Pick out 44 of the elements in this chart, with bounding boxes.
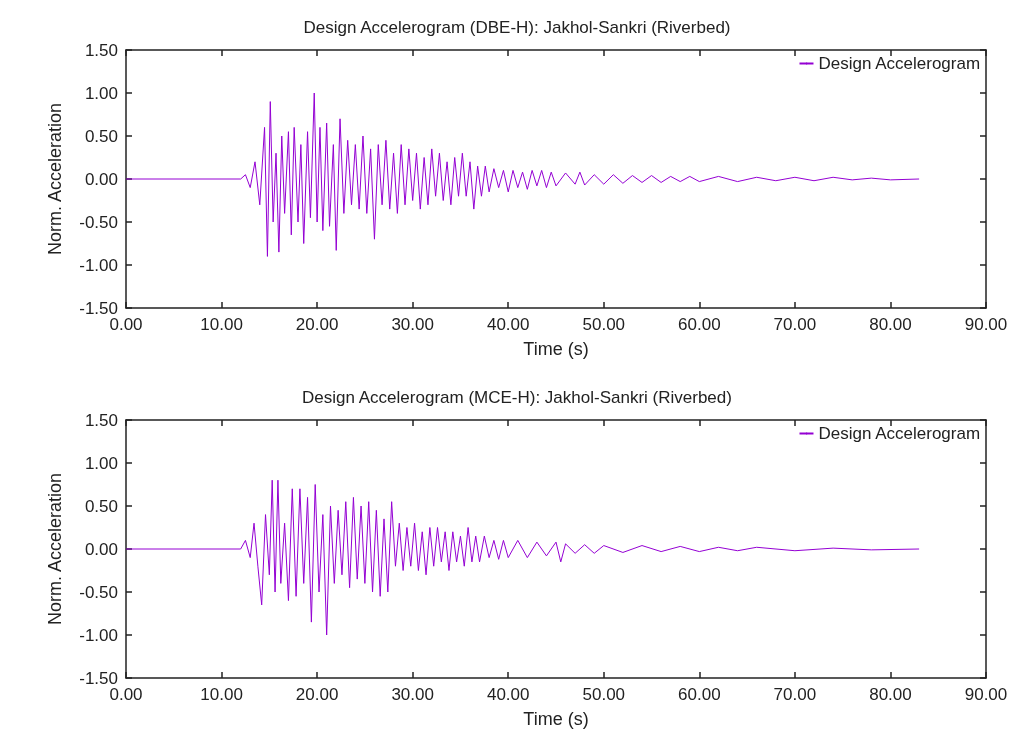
x-tick-label: 50.00 xyxy=(582,685,626,704)
y-tick-label: 0.00 xyxy=(84,169,118,189)
x-tick-label: 80.00 xyxy=(869,685,912,704)
y-tick-label: -0.50 xyxy=(79,582,118,602)
x-tick-label: 10.00 xyxy=(200,685,243,704)
y-tick-label: -1.50 xyxy=(79,668,118,688)
x-tick-label: 40.00 xyxy=(486,315,530,334)
y-tick-label: -1.50 xyxy=(79,298,118,318)
x-tick-label: 30.00 xyxy=(391,315,434,334)
line-series xyxy=(125,479,920,636)
y-axis-title: Norm. Acceleration xyxy=(45,472,65,626)
x-tick-label: 60.00 xyxy=(678,315,721,334)
y-tick-label: -1.00 xyxy=(79,625,118,645)
x-tick-label: 10.00 xyxy=(200,315,243,334)
x-axis-title: Time (s) xyxy=(523,709,589,729)
y-tick-label: 0.50 xyxy=(84,496,118,516)
x-tick-label: 0.00 xyxy=(109,685,143,704)
x-tick-label: 90.00 xyxy=(964,685,1008,704)
x-tick-label: 40.00 xyxy=(486,685,530,704)
x-tick-label: 80.00 xyxy=(869,315,912,334)
y-tick-label: 0.00 xyxy=(84,539,118,559)
x-tick-label: 30.00 xyxy=(391,685,434,704)
x-axis-title: Time (s) xyxy=(523,339,589,359)
y-tick-label: 1.00 xyxy=(84,453,118,473)
x-tick-label: 60.00 xyxy=(678,685,721,704)
x-tick-label: 20.00 xyxy=(295,685,339,704)
x-tick-label: 20.00 xyxy=(295,315,339,334)
x-tick-label: 0.00 xyxy=(109,315,143,334)
y-tick-label: 1.00 xyxy=(84,83,118,103)
x-tick-label: 90.00 xyxy=(964,315,1008,334)
y-tick-label: 0.50 xyxy=(84,126,118,146)
x-tick-label: 70.00 xyxy=(773,685,817,704)
chart-title: Design Accelerogram (MCE-H): Jakhol-Sankri (Riverbed) xyxy=(302,388,732,407)
y-tick-label: 1.50 xyxy=(84,40,118,60)
chart-title: Design Accelerogram (DBE-H): Jakhol-Sankri (Riverbed) xyxy=(303,18,731,37)
line-series xyxy=(125,92,920,257)
x-tick-label: 70.00 xyxy=(773,315,817,334)
x-tick-label: 50.00 xyxy=(582,315,626,334)
y-axis-title: Norm. Acceleration xyxy=(45,102,65,256)
legend-label: Design Accelerogram xyxy=(818,54,981,73)
y-tick-label: -0.50 xyxy=(79,212,118,232)
y-tick-label: 1.50 xyxy=(84,410,118,430)
y-tick-label: -1.00 xyxy=(79,255,118,275)
legend-label: Design Accelerogram xyxy=(818,424,981,443)
